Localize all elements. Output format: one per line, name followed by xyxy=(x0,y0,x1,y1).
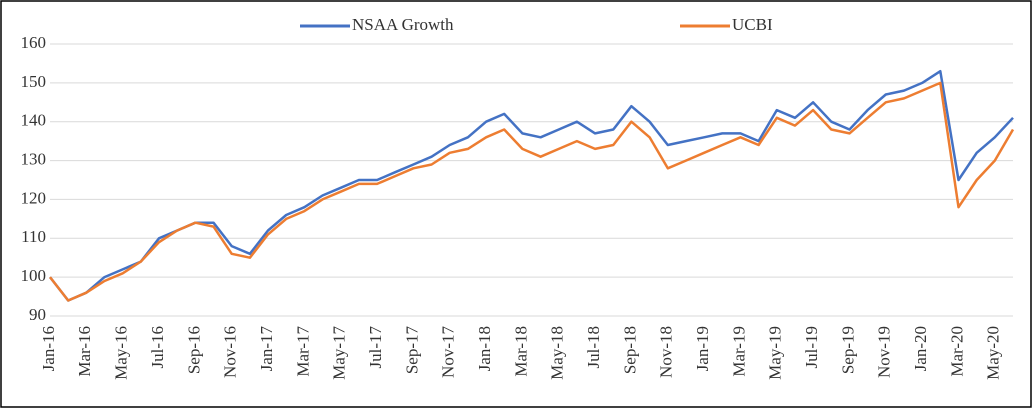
x-tick-label: Jan-17 xyxy=(257,326,276,372)
x-tick-label: Sep-19 xyxy=(838,326,857,374)
x-tick-label: May-19 xyxy=(766,326,785,380)
x-tick-label: May-20 xyxy=(984,326,1003,380)
x-tick-label: May-16 xyxy=(112,326,131,380)
x-tick-label: Jul-18 xyxy=(584,326,603,369)
x-tick-label: Mar-20 xyxy=(947,326,966,377)
series-line xyxy=(49,69,1014,302)
legend-label: UCBI xyxy=(732,15,773,34)
x-tick-label: Jul-19 xyxy=(802,326,821,369)
x-tick-label: May-18 xyxy=(548,326,567,380)
y-tick-label: 120 xyxy=(21,188,47,207)
y-tick-label: 150 xyxy=(21,72,47,91)
x-tick-label: Nov-17 xyxy=(439,326,458,378)
y-tick-label: 140 xyxy=(21,111,47,130)
y-tick-label: 110 xyxy=(21,227,46,246)
y-tick-label: 100 xyxy=(21,266,47,285)
y-tick-label: 130 xyxy=(21,149,47,168)
x-tick-label: Mar-19 xyxy=(729,326,748,377)
x-tick-label: Jan-19 xyxy=(693,326,712,371)
x-tick-label: Nov-19 xyxy=(875,326,894,378)
x-tick-label: Jul-16 xyxy=(148,326,167,369)
x-tick-label: May-17 xyxy=(330,326,349,380)
legend-label: NSAA Growth xyxy=(352,15,454,34)
x-tick-label: Jan-18 xyxy=(475,326,494,371)
y-tick-label: 90 xyxy=(29,305,46,324)
x-tick-label: Nov-18 xyxy=(657,326,676,378)
x-tick-label: Mar-17 xyxy=(293,326,312,377)
x-tick-label: Sep-17 xyxy=(402,326,421,375)
x-tick-label: Jan-20 xyxy=(911,326,930,371)
x-tick-label: Nov-16 xyxy=(221,326,240,378)
series-line xyxy=(49,81,1015,302)
x-tick-label: Mar-18 xyxy=(511,326,530,377)
x-tick-label: Sep-16 xyxy=(184,326,203,374)
x-tick-label: Mar-16 xyxy=(75,326,94,377)
x-tick-label: Jan-16 xyxy=(39,326,58,371)
x-tick-label: Jul-17 xyxy=(366,326,385,369)
y-tick-label: 160 xyxy=(21,33,47,52)
x-tick-label: Sep-18 xyxy=(620,326,639,374)
